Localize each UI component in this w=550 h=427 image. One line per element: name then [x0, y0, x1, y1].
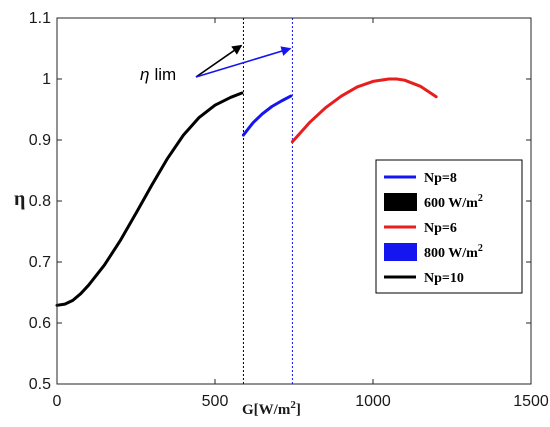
x-axis-label: G[W/m2] [242, 399, 301, 418]
annotation-arrow-2 [195, 46, 292, 78]
plot-area [55, 18, 438, 384]
x-tick-label: 0 [53, 393, 62, 410]
annotation-label: η lim [140, 65, 176, 84]
y-tick-label: 1 [42, 71, 51, 88]
y-tick-label: 1.1 [29, 10, 51, 27]
annotation-symbol: η [140, 65, 149, 84]
x-axis-label-end: ] [296, 402, 301, 418]
series-line-np-10 [55, 91, 244, 307]
x-axis-label-main: G[W/m [242, 402, 291, 418]
legend-label-sup: 2 [478, 243, 483, 254]
legend-box [375, 159, 523, 294]
y-tick-label: 0.8 [29, 193, 51, 210]
legend-label-np-10: Np=10 [424, 271, 464, 286]
x-tick-label: 1500 [513, 393, 549, 410]
y-tick-label: 0.7 [29, 254, 51, 271]
legend-label-600-w-m: 600 W/m2 [424, 193, 483, 211]
y-tick-label: 0.6 [29, 315, 51, 332]
legend-label-np-6: Np=6 [424, 221, 457, 236]
legend-swatch-600-w-m [384, 193, 417, 211]
legend-label-sup: 2 [478, 193, 483, 204]
annotation-arrow-1 [195, 44, 243, 78]
legend: Np=8 600 W/m2 Np=6 800 W/m2 Np=10 [375, 159, 523, 294]
y-tick-label: 0.9 [29, 132, 51, 149]
x-tick-label: 500 [202, 393, 229, 410]
y-axis-label: η [14, 188, 25, 210]
axes: 0 500 1000 1500 0.5 0.6 0.7 0.8 0.9 1 1.1 [29, 10, 549, 410]
y-tick-label: 0.5 [29, 376, 51, 393]
series-line-np-8 [241, 94, 293, 137]
legend-label-np-8: Np=8 [424, 171, 457, 186]
legend-label-800-w-m: 800 W/m2 [424, 243, 483, 261]
x-axis-label-sup: 2 [290, 399, 296, 411]
legend-swatch-800-w-m [384, 243, 417, 261]
series-line-np-6 [290, 77, 438, 144]
x-tick-label: 1000 [355, 393, 391, 410]
annotation-text: lim [154, 65, 176, 84]
eta-lim-annotation: η lim [140, 44, 292, 84]
